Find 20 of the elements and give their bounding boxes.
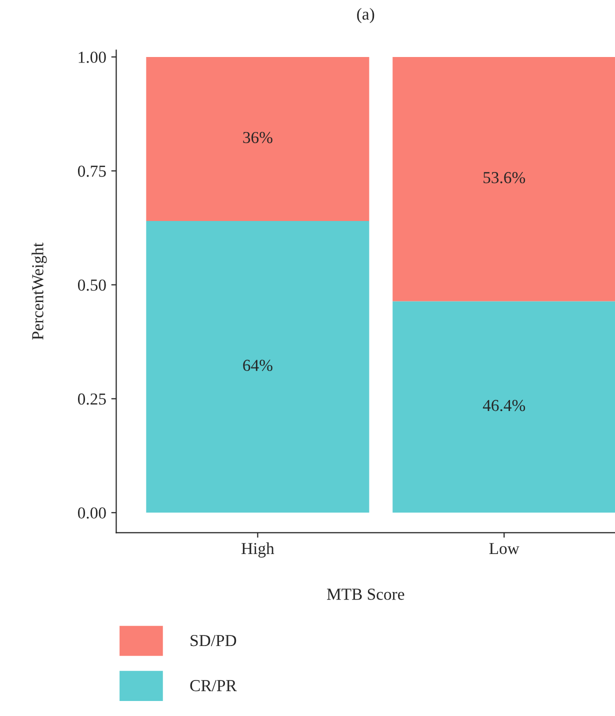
y-tick-label: 0.75 [78,166,106,177]
bar [146,56,370,222]
data-label: 46.4% [482,400,526,412]
legend-label: SD/PD [190,634,236,646]
x-axis-title: MTB Score [326,588,404,600]
legend-label: CR/PR [190,680,237,692]
y-tick-label: 1.00 [78,52,106,63]
bar [392,56,615,302]
y-axis-title: PercentWeight [32,242,47,340]
bar [146,221,370,513]
data-label: 64% [243,360,272,372]
data-label: 53.6% [484,172,526,184]
y-tick-label: 0.25 [78,393,106,405]
x-tick-label: Low [489,543,520,554]
chart-title: (a) [357,8,374,24]
x-tick-label: High [241,542,274,558]
bar [392,301,615,513]
y-tick-label: 0.00 [78,507,106,519]
data-label: 36% [243,132,272,144]
y-tick-label: 0.50 [78,280,106,291]
